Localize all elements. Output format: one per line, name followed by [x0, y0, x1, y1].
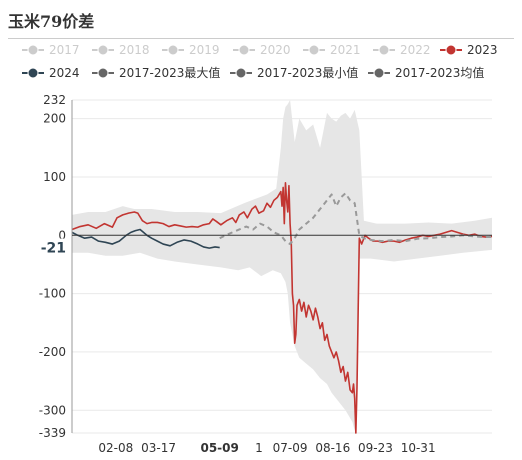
legend-circle-icon: [167, 44, 179, 56]
x-tick-label: 10-31: [401, 441, 436, 455]
legend-label: 2023: [467, 43, 498, 57]
legend-circle-icon: [27, 67, 39, 79]
legend-label: 2020: [260, 43, 291, 57]
series-line-2017-2023均值: [219, 192, 492, 246]
legend-circle-icon: [97, 44, 109, 56]
y-tick-label: -339: [39, 426, 66, 440]
legend-label: 2024: [49, 66, 80, 80]
legend-item-2017-2023均值[interactable]: 2017-2023均值: [368, 65, 484, 80]
x-tick-label: 07-09: [273, 441, 308, 455]
legend-item-2017-2023最小值[interactable]: 2017-2023最小值: [230, 65, 358, 80]
legend-label: 2018: [119, 43, 150, 57]
legend-circle-icon: [238, 44, 250, 56]
legend-circle-icon: [308, 44, 320, 56]
current-value-bg: [36, 238, 68, 257]
legend-item-2024[interactable]: 2024: [22, 66, 80, 80]
legend-label: 2017-2023均值: [395, 65, 484, 80]
title-divider: [8, 38, 514, 39]
legend-circle-icon: [445, 44, 457, 56]
legend-circle-icon: [373, 67, 385, 79]
y-tick-label: 200: [43, 112, 66, 126]
legend-item-2023[interactable]: 2023: [440, 43, 498, 57]
y-tick-label: 0: [58, 228, 66, 242]
legend-item-2021[interactable]: 2021: [303, 43, 361, 57]
y-tick-label: 100: [43, 170, 66, 184]
x-tick-label: 09-23: [358, 441, 393, 455]
legend-label: 2022: [400, 43, 431, 57]
current-value-label: -21: [41, 241, 66, 257]
legend[interactable]: 2017 2018 2019 2020 2021 2022 2023 2024 2017-202…: [22, 43, 498, 80]
legend-item-2017[interactable]: 2017: [22, 43, 80, 57]
series-line-2024: [71, 228, 220, 249]
legend-item-2018[interactable]: 2018: [92, 43, 150, 57]
axes: 232 200 100 0 -100 -200 -300 -339 -21 02-08 03-17 0…: [36, 93, 492, 455]
chart-title: 玉米79价差: [8, 12, 95, 31]
y-tick-label: -100: [39, 287, 66, 301]
series-line-2023: [71, 182, 493, 434]
series-lines: [71, 182, 493, 434]
x-tick-label: 05-09: [200, 441, 238, 455]
legend-circle-icon: [235, 67, 247, 79]
y-tick-label: -300: [39, 403, 66, 417]
legend-item-2022[interactable]: 2022: [373, 43, 431, 57]
legend-label: 2019: [189, 43, 220, 57]
legend-label: 2017-2023最小值: [257, 65, 358, 80]
x-tick-label-partial: 1: [255, 441, 263, 455]
legend-circle-icon: [27, 44, 39, 56]
x-tick-label: 08-16: [315, 441, 350, 455]
x-tick-label: 03-17: [141, 441, 176, 455]
y-tick-label: -200: [39, 345, 66, 359]
x-tick-label: 02-08: [98, 441, 133, 455]
legend-label: 2017: [49, 43, 80, 57]
legend-label: 2021: [330, 43, 361, 57]
legend-item-2017-2023最大值[interactable]: 2017-2023最大值: [92, 65, 220, 80]
max-min-band: [72, 100, 492, 431]
legend-circle-icon: [378, 44, 390, 56]
legend-item-2019[interactable]: 2019: [162, 43, 220, 57]
legend-label: 2017-2023最大值: [119, 65, 220, 80]
max-min-band-area: [72, 100, 492, 431]
y-tick-label: 232: [43, 93, 66, 107]
legend-circle-icon: [97, 67, 109, 79]
legend-item-2020[interactable]: 2020: [233, 43, 291, 57]
